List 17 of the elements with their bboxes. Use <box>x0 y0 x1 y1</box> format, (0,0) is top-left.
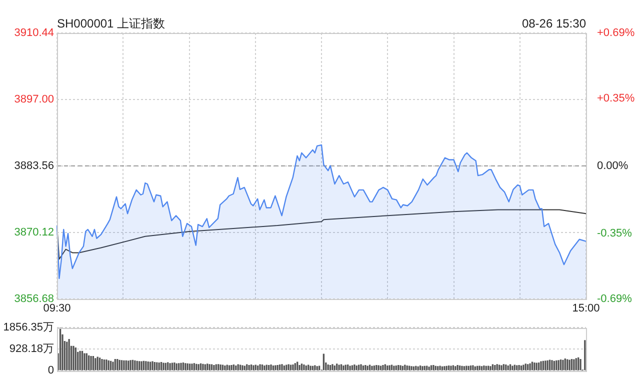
chart-title: SH000001 上证指数 <box>57 16 166 30</box>
y-tick-label: 928.18万 <box>9 343 54 356</box>
y2-tick-label: 0.00% <box>597 160 628 172</box>
y-tick-label: 3856.68 <box>14 292 54 305</box>
y-tick-label: 3883.56 <box>14 160 54 172</box>
y-tick-label: 1856.35万 <box>3 322 54 334</box>
y-tick-label: 3910.44 <box>14 27 54 40</box>
y2-tick-label: +0.35% <box>597 92 635 105</box>
y-tick-label: 3870.12 <box>14 226 54 238</box>
x-tick-label: 15:00 <box>572 302 600 314</box>
y2-tick-label: +0.69% <box>597 27 635 40</box>
x-tick-label: 09:30 <box>43 302 71 314</box>
y-tick-label: 3897.00 <box>14 93 54 106</box>
y-tick-label: 0 <box>48 364 54 376</box>
text: 08-26 15:30 <box>522 16 586 30</box>
y2-tick-label: -0.69% <box>597 292 632 305</box>
y2-tick-label: -0.35% <box>597 227 632 240</box>
